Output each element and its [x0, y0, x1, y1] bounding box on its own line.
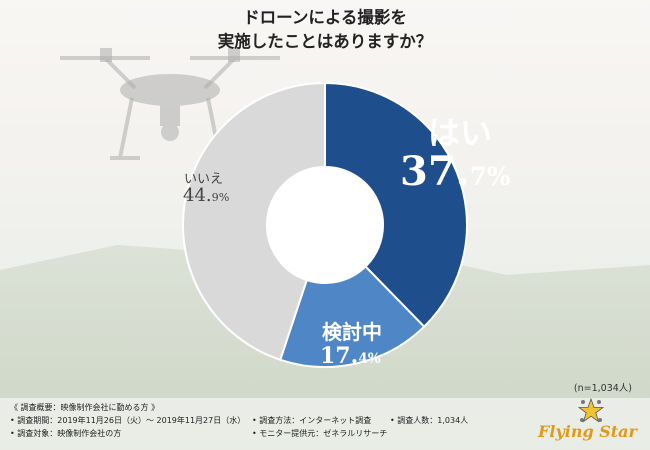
no-label: いいえ: [184, 172, 224, 187]
donut-hole: [267, 167, 383, 283]
star-icon: [578, 398, 604, 423]
logo-text: Flying Star: [538, 422, 637, 441]
survey-period: • 調査期間：2019年11月26日（火）～ 2019年11月27日（水）: [10, 416, 246, 425]
footer-panel: [0, 398, 650, 450]
chart-title-line1: ドローンによる撮影を: [243, 8, 407, 27]
survey-target: • 調査対象：映像制作会社の方: [10, 429, 122, 438]
survey-method: • 調査方法：インターネット調査: [252, 416, 372, 425]
yes-value: 37.7%: [400, 148, 511, 195]
considering-value: 17.4%: [320, 343, 381, 369]
sample-size: (n=1,034人): [573, 383, 632, 394]
no-value: 44.9%: [183, 185, 230, 206]
chart-title-line2: 実施したことはありますか？: [217, 32, 433, 51]
survey-provider: • モニター提供元：ゼネラルリサーチ: [252, 429, 388, 438]
survey-respondents: • 調査人数：1,034人: [390, 416, 469, 425]
survey-heading: 《 調査概要：映像制作会社に勤める方 》: [10, 403, 160, 412]
chart-title: ドローンによる撮影を 実施したことはありますか？: [0, 6, 650, 54]
considering-label: 検討中: [322, 320, 382, 344]
yes-label: はい: [428, 114, 493, 152]
